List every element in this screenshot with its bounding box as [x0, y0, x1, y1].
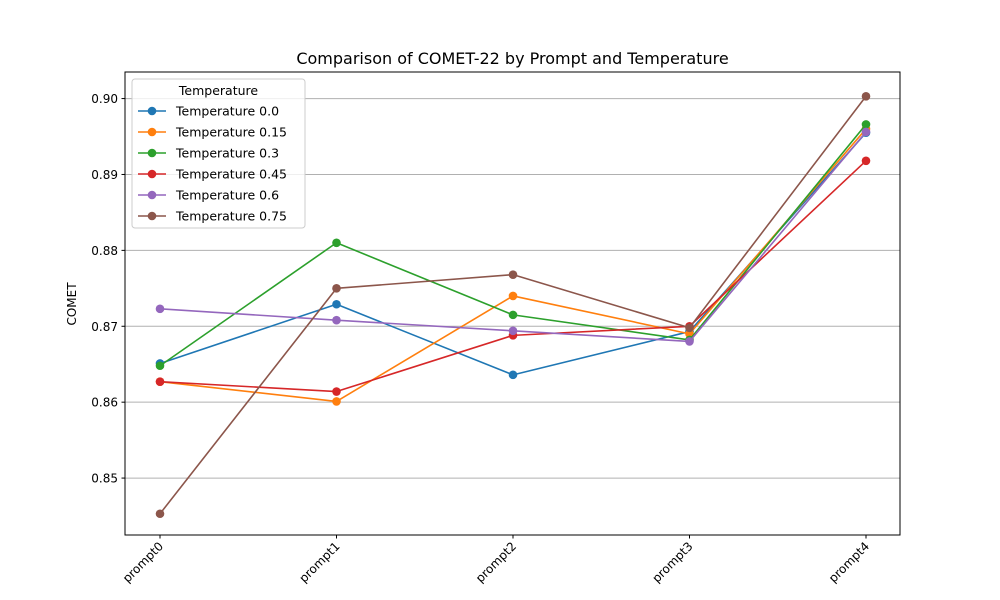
- data-point: [508, 370, 518, 380]
- y-tick-label: 0.87: [91, 320, 118, 334]
- data-point: [508, 270, 518, 279]
- data-point: [685, 337, 694, 346]
- legend-label: Temperature 0.6: [175, 188, 279, 203]
- legend-marker: [147, 190, 157, 200]
- legend-box: [131, 78, 306, 229]
- data-point: [155, 377, 165, 386]
- legend-label: Temperature 0.75: [175, 209, 287, 224]
- data-point: [508, 310, 518, 320]
- series-lines: [155, 91, 871, 519]
- legend-title: Temperature: [178, 83, 258, 98]
- data-point: [332, 387, 341, 396]
- legend: Temperature Temperature 0.0 Temperature 0…: [131, 78, 306, 229]
- data-point: [155, 509, 165, 519]
- legend-marker: [147, 211, 157, 221]
- data-point: [332, 299, 341, 309]
- legend-label: Temperature 0.0: [175, 104, 279, 119]
- legend-marker: [147, 106, 157, 116]
- legend-marker: [147, 148, 157, 158]
- legend-label: Temperature 0.45: [175, 167, 287, 182]
- data-point: [685, 329, 694, 339]
- data-point: [332, 284, 341, 293]
- legend-label: Temperature 0.3: [175, 146, 279, 161]
- data-point: [508, 326, 518, 336]
- data-point: [508, 291, 518, 301]
- y-tick-label: 0.86: [91, 396, 118, 410]
- y-axis: 0.85 0.86 0.87 0.88 0.89 0.90: [91, 92, 125, 486]
- data-point: [685, 323, 694, 333]
- data-point: [861, 127, 871, 137]
- legend-marker: [147, 127, 157, 137]
- legend-label: Temperature 0.15: [175, 125, 287, 140]
- y-tick-label: 0.90: [91, 92, 118, 106]
- y-tick-label: 0.85: [91, 472, 118, 486]
- data-point: [861, 156, 871, 166]
- data-point: [155, 304, 165, 314]
- grid-lines: [125, 98, 900, 479]
- data-point: [861, 91, 871, 101]
- data-point: [332, 315, 341, 325]
- y-tick-label: 0.89: [91, 168, 118, 182]
- legend-marker: [147, 169, 157, 179]
- data-point: [332, 238, 341, 248]
- data-point: [155, 361, 165, 371]
- data-point: [861, 120, 871, 129]
- y-tick-label: 0.88: [91, 244, 118, 258]
- data-point: [332, 397, 341, 406]
- chart-title: Comparison of COMET-22 by Prompt and Tem…: [296, 49, 728, 68]
- y-axis-label: COMET: [65, 282, 79, 326]
